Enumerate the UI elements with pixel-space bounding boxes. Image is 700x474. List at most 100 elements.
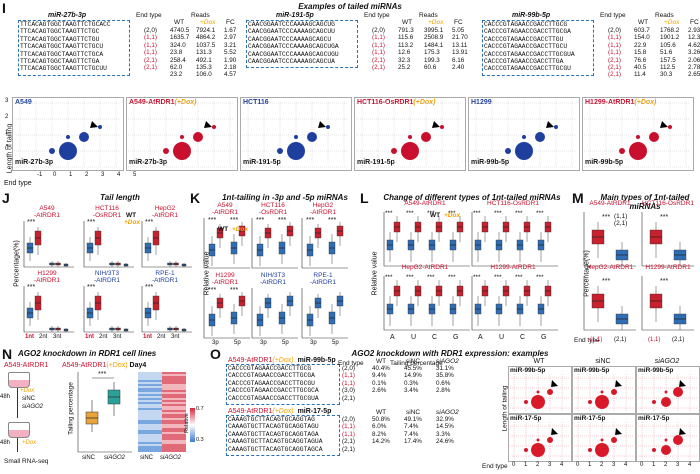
- endtype-cell[interactable]: (1,1): [342, 423, 355, 431]
- heatmap-cell[interactable]: [162, 436, 186, 438]
- bubble-panel-dox[interactable]: (+Dox): [634, 99, 657, 106]
- heatmap-cell[interactable]: [138, 444, 162, 446]
- col-sinc-header[interactable]: siNC: [406, 358, 421, 365]
- grid-col-header[interactable]: WT: [533, 358, 545, 365]
- heatmap-cell[interactable]: [162, 438, 186, 440]
- fc-cell[interactable]: 21.70: [452, 34, 468, 42]
- heatmap-cell[interactable]: [138, 378, 162, 380]
- endtype-cell[interactable]: (2,1): [608, 71, 621, 79]
- significance-mark[interactable]: ***: [208, 217, 217, 224]
- significance-mark[interactable]: ***: [230, 217, 239, 224]
- significance-mark[interactable]: ***: [536, 274, 544, 281]
- wt-cell[interactable]: 23.2: [170, 71, 183, 79]
- heatmap-cell[interactable]: [162, 406, 186, 408]
- endtype-cell[interactable]: (2,0): [608, 27, 621, 34]
- seq-row[interactable]: CAAAGTGCTTACAGTGCAGGTAG: [228, 416, 315, 423]
- wt-cell[interactable]: 6.0%: [372, 423, 387, 431]
- endtype-cell[interactable]: (1,1): [372, 41, 385, 49]
- fc-cell[interactable]: 3.21: [224, 41, 237, 49]
- significance-mark[interactable]: ***: [278, 217, 287, 224]
- endtype-cell[interactable]: (2,1): [372, 56, 385, 64]
- endtype-cell[interactable]: (2,1): [342, 445, 355, 453]
- bubble-panel-mirna[interactable]: miR-27b-3p: [129, 159, 168, 166]
- wt-cell[interactable]: 12.6: [398, 49, 411, 57]
- x-tick[interactable]: G: [541, 334, 547, 341]
- cell-line-label[interactable]: RPE-1 -AtRDR1: [151, 270, 178, 284]
- endtype-cell[interactable]: (1,1): [144, 34, 157, 42]
- significance-mark[interactable]: ***: [87, 219, 96, 226]
- heatmap-cell[interactable]: [162, 394, 186, 396]
- heatmap-cell[interactable]: [162, 380, 186, 382]
- fc-cell[interactable]: 6.16: [452, 56, 465, 64]
- col-reads-header[interactable]: Reads: [191, 12, 210, 19]
- endtype-cell[interactable]: (1,1): [342, 430, 355, 438]
- x-tick[interactable]: 0: [576, 462, 580, 468]
- heatmap-cell[interactable]: [138, 446, 162, 448]
- significance-mark[interactable]: ***: [602, 278, 611, 285]
- col-dox-header[interactable]: +Dox: [200, 19, 216, 26]
- x-tick[interactable]: 0: [53, 172, 57, 178]
- x-tick[interactable]: 3nt: [53, 334, 62, 340]
- cell-line-label[interactable]: HepG2 -AtRDR1: [151, 205, 178, 219]
- y-tick[interactable]: 1: [5, 130, 9, 136]
- heatmap-cell[interactable]: [138, 428, 162, 430]
- wt-cell[interactable]: 32.3: [398, 56, 411, 64]
- x-tick[interactable]: 3: [612, 462, 616, 468]
- cell-line-label[interactable]: H1299 -AtRDR1: [33, 270, 60, 284]
- seq-block[interactable]: [482, 20, 594, 76]
- bubble-panel-mirna[interactable]: miR-99b-5p: [638, 367, 674, 374]
- fc-cell[interactable]: 4.62: [688, 41, 700, 49]
- seq-row[interactable]: CAACGGAATCCCAAAAGCAGCUGA: [248, 43, 339, 51]
- col-endtype-header[interactable]: End type: [600, 12, 626, 19]
- heatmap-cell[interactable]: [162, 410, 186, 412]
- sinc-cell[interactable]: 17.4%: [404, 438, 422, 446]
- significance-mark[interactable]: ***: [328, 217, 337, 224]
- heatmap-cell[interactable]: [138, 382, 162, 384]
- siago-cell[interactable]: 2.8%: [436, 387, 451, 395]
- heatmap-cell[interactable]: [162, 414, 186, 416]
- significance-mark[interactable]: ***: [87, 284, 96, 291]
- dox-cell[interactable]: 131.3: [196, 49, 212, 57]
- seq-block-dox[interactable]: (+Dox): [272, 357, 294, 364]
- bubble-panel-title[interactable]: HCT116-OsRDR1(+Dox): [357, 99, 435, 106]
- heatmap-cell[interactable]: [162, 424, 186, 426]
- cell-line-label[interactable]: NIH/3T3 -AtRDR1: [259, 272, 286, 286]
- heatmap-cell[interactable]: [162, 384, 186, 386]
- significance-mark[interactable]: ***: [406, 210, 414, 217]
- x-tick[interactable]: A: [478, 334, 483, 341]
- seq-block[interactable]: [226, 415, 340, 456]
- wt-cell[interactable]: 11.4: [634, 71, 646, 79]
- seq-row[interactable]: CAACGGAATCCCAAAAGCAGCU: [248, 35, 332, 43]
- heatmap-cell[interactable]: [138, 400, 162, 402]
- legend-dox[interactable]: +Dox: [232, 226, 249, 233]
- x-tick[interactable]: 5: [133, 172, 137, 178]
- bubble-panel-cell[interactable]: HCT116: [243, 99, 269, 106]
- x-tick[interactable]: 4: [688, 462, 692, 468]
- endtype-cell[interactable]: (1,1): [144, 49, 157, 57]
- heatmap-cell[interactable]: [138, 404, 162, 406]
- heatmap-cell[interactable]: [138, 392, 162, 394]
- heatmap-cell[interactable]: [162, 444, 186, 446]
- x-tick[interactable]: C: [432, 334, 438, 341]
- heatmap-cell[interactable]: [138, 450, 162, 452]
- endtype-cell[interactable]: (3,0): [342, 387, 355, 395]
- significance-mark[interactable]: ***: [230, 287, 239, 294]
- seq-block-head[interactable]: A549-AtRDR1(+Dox) miR-99b-5p: [228, 357, 336, 364]
- cell-line-label[interactable]: A549-AtRDR1: [404, 200, 446, 207]
- heatmap-cell[interactable]: [138, 384, 162, 386]
- significance-mark[interactable]: ***: [256, 217, 265, 224]
- x-tick[interactable]: 2nt: [39, 334, 48, 340]
- bubble-panel-mirna[interactable]: miR-191-5p: [357, 159, 395, 166]
- seq-row[interactable]: CACCCGTAGAACCGACCTTGU: [484, 35, 564, 43]
- x-tick[interactable]: 3: [676, 462, 680, 468]
- bubble-panel-title[interactable]: H1299: [471, 99, 492, 106]
- significance-mark[interactable]: ***: [473, 210, 481, 217]
- x-tick[interactable]: 2: [536, 462, 540, 468]
- x-tick[interactable]: 3nt: [171, 334, 180, 340]
- fc-cell[interactable]: 12.35: [688, 34, 700, 42]
- col-siago-header[interactable]: siAGO2: [436, 358, 459, 365]
- heatmap-cell[interactable]: [162, 434, 186, 436]
- heatmap-cell[interactable]: [162, 428, 186, 430]
- heatmap-cell[interactable]: [162, 422, 186, 424]
- x-tick[interactable]: U: [411, 334, 417, 341]
